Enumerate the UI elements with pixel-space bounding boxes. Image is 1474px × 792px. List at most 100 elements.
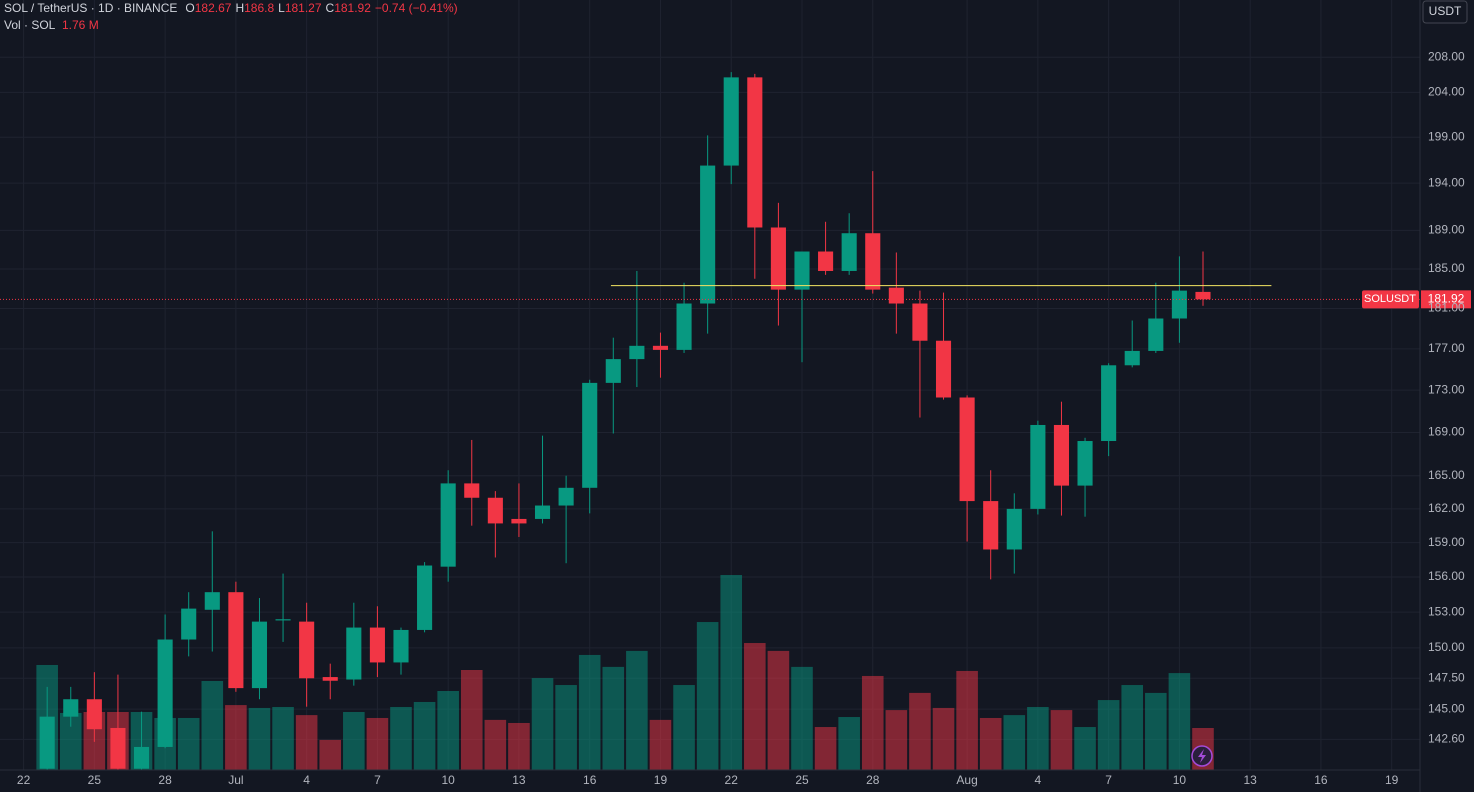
candle-body [346,627,362,680]
volume-bar [838,717,860,770]
candle-body [110,727,126,769]
candle-body [393,629,409,663]
x-tick-label: 10 [1173,773,1187,787]
y-tick-label: 153.00 [1428,604,1465,618]
x-tick-label: 16 [583,773,597,787]
volume-bar [1097,700,1120,770]
volume-bar [437,690,459,770]
volume-bar [1003,715,1026,770]
candle-body [1053,424,1070,486]
candle-body [1006,508,1022,550]
y-tick-label: 150.00 [1428,640,1465,654]
y-tick-label: 189.00 [1428,223,1465,237]
candle-body [629,345,645,360]
volume-bar [1145,692,1167,770]
volume-bar [861,675,884,770]
volume-bar [791,666,813,770]
symbol-tag-bg [1362,290,1419,309]
candle-body [747,77,763,228]
ohlc-key: O [185,1,194,15]
x-tick-label: 16 [1314,773,1328,787]
volume-bar [744,643,766,770]
y-tick-label: 181.00 [1428,301,1465,315]
x-tick-label: 22 [725,773,739,787]
volume-bar [814,727,837,770]
candle-body [983,501,999,550]
volume-bar [673,685,695,770]
x-tick-label: 25 [88,773,102,787]
ohlc-change: −0.74 (−0.41%) [375,1,458,15]
candle-body [487,497,503,524]
volume-bar [956,670,978,770]
currency-label[interactable]: USDT [1429,4,1462,18]
legend: SOL / TetherUS · 1D · BINANCE Vol · SOL … [4,1,458,32]
volume-bar [649,719,672,770]
volume-name: Vol · SOL [4,18,56,32]
volume-bar [225,705,247,770]
candle-body [818,251,834,271]
volume-bar [366,717,389,770]
axes: 208.00 204.00 199.00 194.00 189.00 185.00 181.… [17,49,1465,787]
volume-bar [531,678,554,770]
candle-body [275,619,291,621]
candle-body [912,303,928,341]
volume-bar [1027,706,1049,770]
candle-body [652,345,669,350]
x-tick-label: 22 [17,773,31,787]
y-tick-label: 185.00 [1428,261,1465,275]
candle-body [511,518,527,524]
volume-bar [177,717,200,770]
candle-body [417,565,433,630]
candle-body [959,397,975,502]
x-tick-label: 19 [1385,773,1399,787]
y-tick-label: 159.00 [1428,535,1465,549]
overlay: SOLUSDT 181.92 [0,285,1471,309]
volume-bar [319,739,342,770]
volume-bar [885,710,908,770]
candle-body [1171,290,1187,319]
candle-body [1077,441,1093,486]
volume-bar [932,707,955,770]
candle-body [440,483,456,567]
candle-body [935,340,952,398]
volume-pane [36,575,1214,770]
candle-body [770,227,786,290]
volume-bar [1050,710,1073,770]
y-tick-label: 173.00 [1428,382,1465,396]
y-tick-label: 156.00 [1428,569,1465,583]
candle-body [464,483,480,498]
symbol-tag: SOLUSDT [1364,293,1416,305]
volume-bar [555,685,577,770]
volume-bar [626,650,648,770]
candle-body [1148,318,1164,351]
x-tick-label: 10 [441,773,455,787]
y-tick-label: 145.00 [1428,701,1465,715]
x-tick-label: Jul [228,773,243,787]
candle-body [865,233,881,290]
currency-button[interactable] [1422,0,1468,24]
x-tick-label: 13 [512,773,526,787]
candle-body [181,608,197,640]
volume-bar [295,715,318,770]
y-tick-label: 142.60 [1428,732,1465,746]
ohlc-value: 181.92 [334,1,371,15]
volume-bar [272,706,294,770]
candle-body [605,359,621,383]
candle-body [63,699,79,717]
volume-bar [248,707,271,770]
y-tick-label: 165.00 [1428,468,1465,482]
candle-body [841,233,857,271]
x-tick-label: 28 [158,773,172,787]
price-tag-bg [1421,290,1471,309]
price-tag: 181.92 [1428,292,1465,306]
volume-bar [1121,685,1144,770]
volume-bar [413,701,436,770]
x-tick-label: 19 [654,773,668,787]
y-tick-label: 177.00 [1428,341,1465,355]
volume-bar [508,722,530,770]
candle-body [228,592,244,689]
ohlc-value: 181.27 [285,1,322,15]
grid [0,0,1420,770]
